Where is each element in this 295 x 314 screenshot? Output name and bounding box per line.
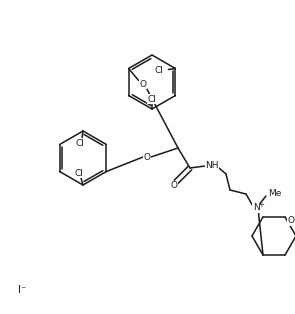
Text: N: N bbox=[253, 203, 259, 213]
Text: NH: NH bbox=[205, 161, 219, 171]
Text: Cl: Cl bbox=[75, 169, 83, 177]
Text: O: O bbox=[288, 216, 294, 225]
Text: Me: Me bbox=[268, 190, 281, 198]
Text: Cl: Cl bbox=[76, 138, 84, 148]
Text: Cl: Cl bbox=[155, 66, 163, 75]
Text: +: + bbox=[258, 202, 264, 208]
Text: O: O bbox=[171, 181, 178, 191]
Text: I⁻: I⁻ bbox=[18, 285, 26, 295]
Text: Cl: Cl bbox=[148, 95, 156, 104]
Text: O: O bbox=[143, 153, 150, 161]
Text: O: O bbox=[139, 80, 146, 89]
